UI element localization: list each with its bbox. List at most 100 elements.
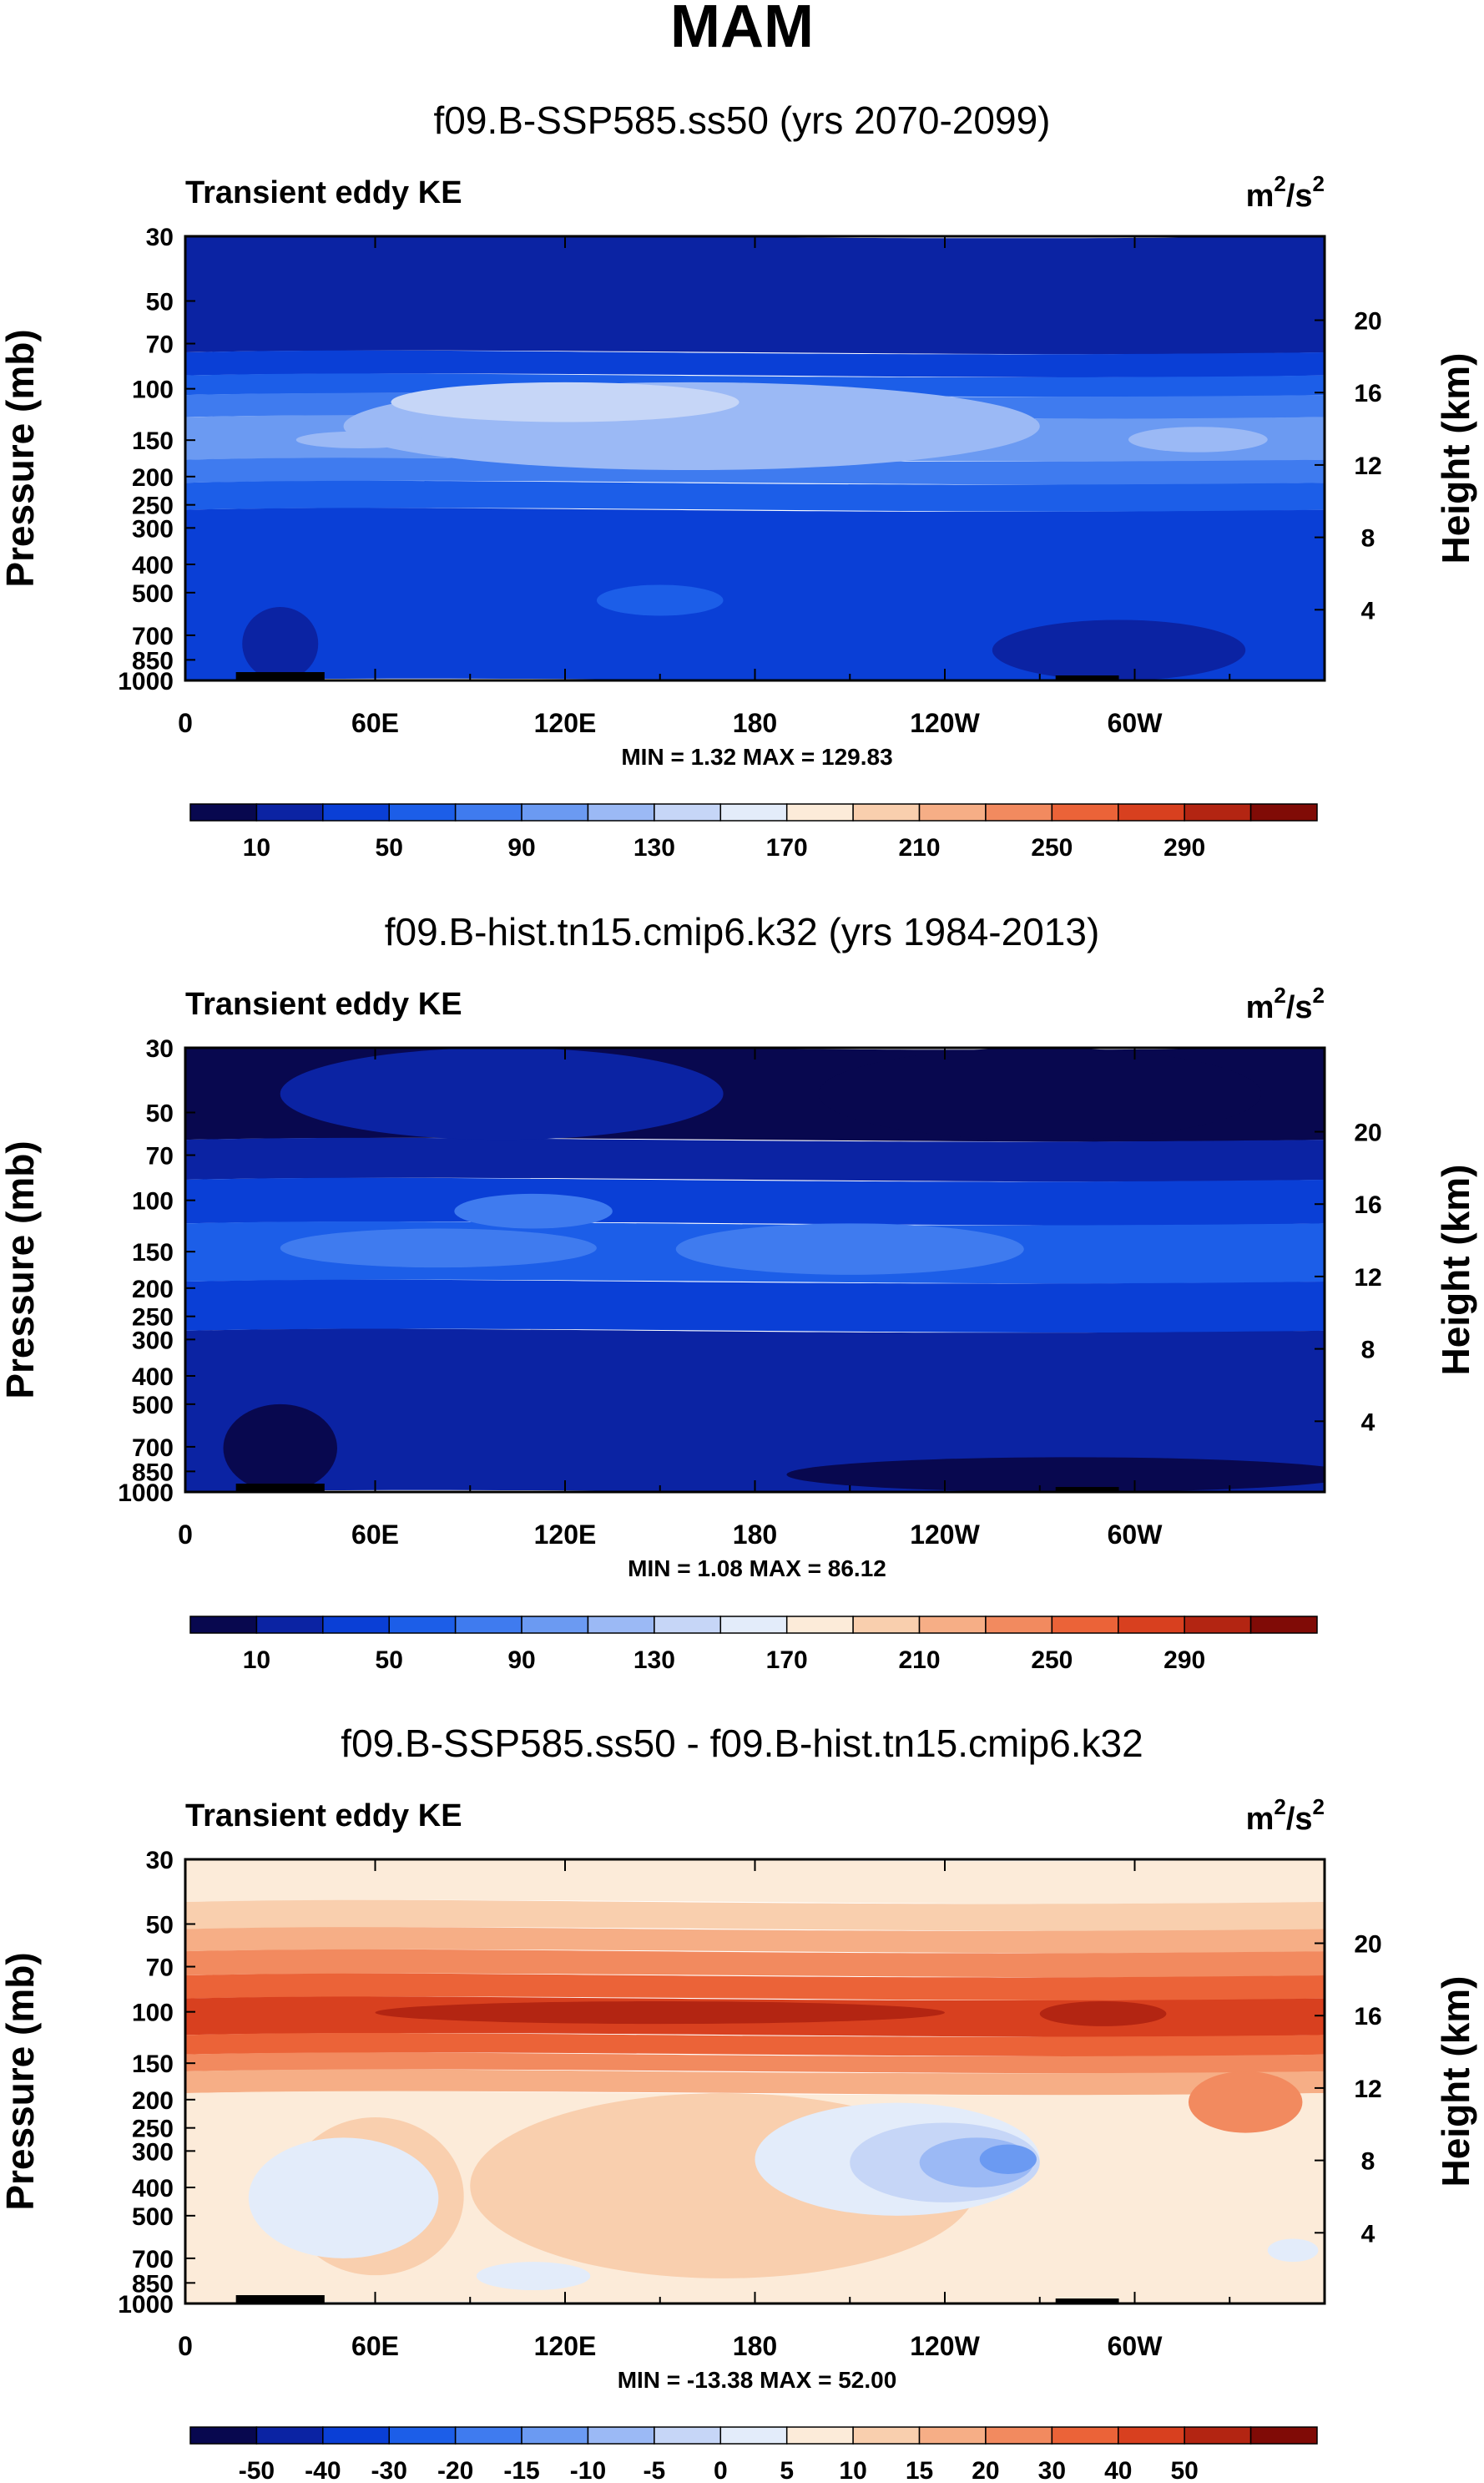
y-tick-label: 70 [146, 331, 174, 359]
y-tick-label: 30 [146, 224, 174, 251]
colorbar-box [189, 1616, 258, 1634]
colorbar-label: 0 [714, 2457, 728, 2483]
units-label: m2/s2 [1246, 1794, 1325, 1837]
contour-band [185, 1328, 1325, 1492]
colorbar-box [654, 1616, 722, 1634]
colorbar-box [1249, 803, 1318, 822]
contour-band [185, 2052, 1325, 2074]
x-tick-label: 60W [1108, 708, 1163, 738]
left-string: Transient eddy KE [185, 987, 462, 1022]
contour-feature [1039, 2001, 1167, 2026]
colorbar-box [719, 1616, 788, 1634]
x-tick-label: 60E [351, 1520, 399, 1550]
colorbar-label: 10 [243, 834, 270, 862]
colorbar-box [1051, 2426, 1119, 2445]
height-tick-label: 4 [1361, 597, 1375, 625]
units-sup1: 2 [1274, 1794, 1285, 1819]
y-tick-label: 200 [132, 1276, 174, 1303]
topography [1055, 2298, 1119, 2303]
y-tick-label: 300 [132, 515, 174, 543]
contour-feature [454, 1193, 613, 1229]
colorbar-box [454, 2426, 522, 2445]
panel-title: f09.B-hist.tn15.cmip6.k32 (yrs 1984-2013… [385, 910, 1100, 953]
main-title: MAM [670, 0, 814, 60]
colorbar-box [388, 803, 457, 822]
units-sup1: 2 [1274, 171, 1285, 196]
colorbar-box [918, 803, 987, 822]
contour-feature [295, 431, 423, 448]
contour-feature [596, 584, 724, 616]
min-max-stats: MIN = -13.38 MAX = 52.00 [618, 2367, 897, 2393]
contour-feature [391, 382, 739, 422]
units-mid: /s [1286, 179, 1313, 214]
y-tick-label: 1000 [118, 668, 174, 695]
y-tick-label: 70 [146, 1955, 174, 1982]
colorbar-box [521, 2426, 589, 2445]
y-tick-label: 250 [132, 1304, 174, 1332]
y-tick-label: 150 [132, 2051, 174, 2078]
colorbar-box [985, 2426, 1053, 2445]
contour-band [185, 2069, 1325, 2096]
colorbar-label: 50 [1170, 2457, 1198, 2483]
contour-feature [280, 1228, 597, 1268]
contour-feature [242, 607, 319, 680]
chart-panel-3: f09.B-SSP585.ss50 - f09.B-hist.tn15.cmip… [0, 1722, 1477, 2483]
colorbar-label: 170 [766, 834, 808, 862]
topography [1055, 1487, 1119, 1492]
contour-band [185, 1177, 1325, 1226]
colorbar-box [587, 2426, 655, 2445]
contour-band [185, 350, 1325, 377]
colorbar-box [587, 803, 655, 822]
colorbar-label: 290 [1163, 1646, 1205, 1674]
colorbar-label: 10 [839, 2457, 866, 2483]
colorbar-box [654, 2426, 722, 2445]
colorbar-label: 170 [766, 1646, 808, 1674]
colorbar-label: 5 [780, 2457, 794, 2483]
colorbar-label: 130 [633, 1646, 675, 1674]
units-label: m2/s2 [1246, 171, 1325, 214]
y-tick-label: 850 [132, 2270, 174, 2298]
y-tick-label: 250 [132, 2116, 174, 2143]
y-tick-label: 700 [132, 623, 174, 650]
colorbar-box [322, 2426, 390, 2445]
colorbar-box [785, 1616, 854, 1634]
contour-feature [675, 1223, 1024, 1275]
colorbar-box [322, 803, 390, 822]
contour-feature [1188, 2071, 1303, 2133]
y-axis-title: Pressure (mb) [0, 1952, 42, 2210]
colorbar-box [852, 1616, 921, 1634]
colorbar-box [918, 1616, 987, 1634]
y-tick-label: 150 [132, 1239, 174, 1267]
height-tick-label: 16 [1354, 1191, 1381, 1219]
height-tick-label: 12 [1354, 1264, 1381, 1292]
height-tick-label: 8 [1361, 2148, 1375, 2176]
y-tick-label: 100 [132, 377, 174, 404]
colorbar-label: 90 [507, 1646, 535, 1674]
y-tick-label: 1000 [118, 2291, 174, 2319]
min-max-stats: MIN = 1.08 MAX = 86.12 [628, 1555, 886, 1581]
x-tick-label: 180 [733, 2331, 777, 2361]
colorbar-label: 30 [1038, 2457, 1066, 2483]
contour-feature [248, 2137, 439, 2258]
x-tick-label: 120W [910, 708, 980, 738]
x-tick-label: 0 [178, 1520, 193, 1550]
height-tick-label: 12 [1354, 2076, 1381, 2103]
colorbar-box [918, 2426, 987, 2445]
colorbar-label: 20 [972, 2457, 999, 2483]
contour-band [185, 1973, 1325, 2000]
colorbar-box [521, 1616, 589, 1634]
colorbar-box [719, 803, 788, 822]
x-tick-label: 0 [178, 708, 193, 738]
colorbar-box [852, 2426, 921, 2445]
y-axis-right-title: Height (km) [1434, 353, 1477, 564]
colorbar-box [985, 803, 1053, 822]
y-tick-label: 250 [132, 493, 174, 520]
colorbar-label: 50 [376, 1646, 403, 1674]
y-tick-label: 50 [146, 1912, 174, 1939]
colorbar-label: 15 [906, 2457, 933, 2483]
colorbar-box [255, 1616, 324, 1634]
colorbar-label: 50 [376, 834, 403, 862]
height-tick-label: 8 [1361, 525, 1375, 553]
y-tick-label: 400 [132, 552, 174, 579]
height-tick-label: 8 [1361, 1337, 1375, 1364]
